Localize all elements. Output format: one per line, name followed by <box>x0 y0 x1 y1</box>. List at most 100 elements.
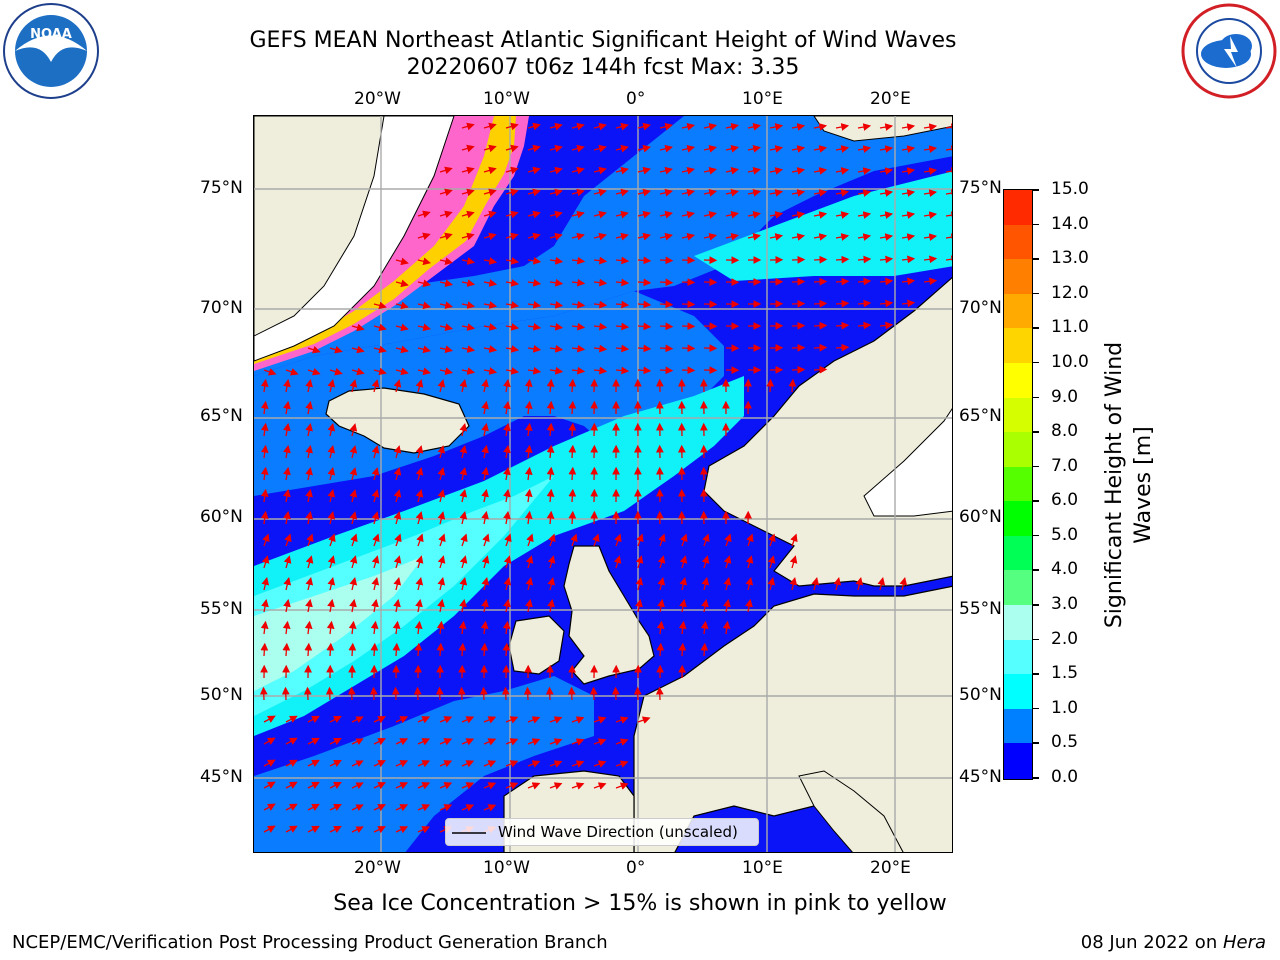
wind-wave-arrow <box>813 123 828 131</box>
wind-wave-arrow <box>767 577 776 591</box>
wind-wave-arrow <box>659 232 673 241</box>
wind-wave-arrow <box>505 345 520 353</box>
colorbar-tick-mark <box>1033 396 1039 399</box>
svg-text:NOAA: NOAA <box>30 27 72 42</box>
wind-wave-arrow <box>656 642 665 657</box>
wind-wave-arrow <box>725 145 739 153</box>
wind-wave-arrow <box>283 400 291 415</box>
wind-wave-arrow <box>457 686 466 701</box>
wind-wave-arrow <box>263 803 276 811</box>
wind-wave-arrow <box>745 577 754 591</box>
wind-wave-arrow <box>659 210 673 219</box>
wind-wave-arrow <box>700 620 709 635</box>
colorbar-segment <box>1004 259 1032 295</box>
wind-wave-arrow <box>813 255 828 264</box>
wind-wave-arrow <box>263 825 276 833</box>
colorbar-tick-mark <box>1033 431 1039 433</box>
wind-wave-arrow <box>746 533 754 547</box>
wind-wave-arrow <box>461 188 475 197</box>
wind-wave-arrow <box>349 555 358 569</box>
wind-wave-arrow <box>505 301 520 309</box>
lon-tick-top-20e: 20°E <box>870 89 911 109</box>
wind-wave-arrow <box>659 344 674 353</box>
wind-wave-arrow <box>747 233 761 241</box>
wind-wave-arrow <box>503 555 512 569</box>
wind-wave-arrow <box>307 367 321 376</box>
wind-wave-arrow <box>901 123 916 131</box>
wind-wave-arrow <box>549 782 563 790</box>
wind-wave-arrow <box>747 189 761 197</box>
wind-wave-arrow <box>395 760 409 768</box>
wind-wave-arrow <box>700 642 709 657</box>
wind-wave-arrow <box>503 488 511 503</box>
wind-wave-direction-arrows <box>259 122 952 834</box>
colorbar-segment <box>1004 743 1032 779</box>
wind-wave-arrow <box>791 211 806 219</box>
wind-wave-arrow <box>439 166 453 175</box>
wind-wave-arrow <box>549 166 563 175</box>
wind-wave-arrow <box>701 555 710 569</box>
wind-wave-arrow <box>262 533 270 547</box>
wind-wave-arrow <box>481 555 490 569</box>
colorbar-segment <box>1004 674 1032 710</box>
colorbar-segment <box>1004 190 1032 226</box>
wind-wave-arrow <box>546 444 555 459</box>
wind-wave-arrow <box>813 189 828 197</box>
wind-wave-arrow <box>747 145 761 153</box>
wind-wave-arrow <box>370 620 379 635</box>
wind-wave-arrow <box>656 620 665 635</box>
wind-wave-arrow <box>879 277 894 286</box>
wind-wave-arrow <box>327 555 336 569</box>
wind-wave-arrow <box>260 488 269 503</box>
wind-wave-arrow <box>481 488 489 503</box>
lat-tick-left-75n: 75°N <box>200 178 243 198</box>
wind-wave-arrow <box>549 322 564 331</box>
wind-wave-arrow <box>571 210 585 219</box>
wind-wave-arrow <box>593 716 607 724</box>
wind-wave-arrow <box>259 686 268 701</box>
wind-wave-arrow <box>483 144 497 153</box>
wind-wave-arrow <box>327 511 336 525</box>
colorbar <box>1003 189 1033 780</box>
wind-wave-arrow <box>483 188 497 197</box>
wind-wave-arrow <box>857 299 872 308</box>
wind-wave-arrow <box>395 279 409 288</box>
wind-wave-arrow <box>437 445 446 459</box>
colorbar-tick-label: 2.0 <box>1051 628 1079 649</box>
wind-wave-arrow <box>788 378 797 393</box>
wind-wave-arrow <box>525 555 534 569</box>
wind-wave-arrow <box>857 321 872 330</box>
wind-wave-arrow <box>415 379 424 393</box>
wind-wave-arrow <box>458 620 467 635</box>
wind-wave-arrow <box>549 366 564 375</box>
wind-wave-arrow <box>417 279 431 288</box>
wind-wave-arrow <box>373 738 386 746</box>
colorbar-segment <box>1004 224 1032 260</box>
wind-wave-arrow <box>791 189 806 197</box>
wind-wave-arrow <box>857 211 872 219</box>
wind-wave-arrow <box>326 620 335 635</box>
colorbar-segment <box>1004 466 1032 502</box>
wind-wave-arrow <box>285 715 298 723</box>
wind-wave-arrow <box>549 760 563 768</box>
wind-wave-arrow <box>393 577 402 591</box>
wind-wave-arrow <box>768 533 776 547</box>
wind-wave-arrow <box>571 716 585 724</box>
wind-wave-arrow <box>546 488 555 503</box>
wind-wave-arrow <box>413 686 422 701</box>
wind-wave-arrow <box>351 323 365 332</box>
wind-wave-arrow <box>681 256 696 265</box>
wind-wave-arrow <box>592 533 600 547</box>
wind-wave-arrow <box>527 232 541 241</box>
wave-band-0.5-1m <box>254 116 952 376</box>
wind-wave-arrow <box>835 321 850 330</box>
wind-wave-arrow <box>505 782 519 790</box>
colorbar-tick-mark <box>1033 673 1039 675</box>
wind-wave-arrow <box>437 598 445 613</box>
wind-wave-arrow <box>613 555 622 569</box>
wind-wave-arrow <box>745 598 753 613</box>
wind-wave-arrow <box>835 255 850 264</box>
wind-wave-arrow <box>261 577 270 591</box>
wind-wave-arrow <box>769 145 784 153</box>
colorbar-tick-label: 11.0 <box>1051 317 1089 338</box>
